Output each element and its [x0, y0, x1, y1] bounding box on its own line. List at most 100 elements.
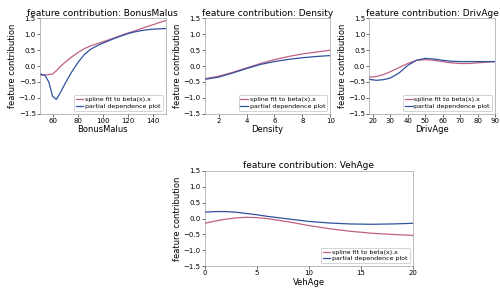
partial dependence plot	[326, 221, 332, 225]
partial dependence plot	[88, 48, 94, 51]
partial dependence plot	[410, 222, 416, 225]
spline fit to beta(x).x	[222, 217, 228, 221]
Y-axis label: feature contribution: feature contribution	[8, 24, 18, 108]
spline fit to beta(x).x	[492, 60, 498, 63]
Line: partial dependence plot: partial dependence plot	[204, 55, 330, 79]
X-axis label: DrivAge: DrivAge	[416, 125, 449, 134]
partial dependence plot	[374, 78, 380, 82]
partial dependence plot	[286, 58, 292, 61]
partial dependence plot	[274, 216, 280, 219]
spline fit to beta(x).x	[258, 62, 264, 65]
spline fit to beta(x).x	[328, 48, 334, 52]
spline fit to beta(x).x	[380, 73, 386, 76]
partial dependence plot	[380, 78, 386, 81]
partial dependence plot	[106, 39, 112, 43]
partial dependence plot	[62, 82, 68, 85]
spline fit to beta(x).x	[396, 66, 402, 69]
spline fit to beta(x).x	[348, 230, 354, 233]
Line: partial dependence plot: partial dependence plot	[204, 211, 412, 224]
partial dependence plot	[42, 74, 48, 77]
partial dependence plot	[46, 80, 52, 84]
partial dependence plot	[131, 30, 137, 34]
spline fit to beta(x).x	[457, 62, 463, 65]
partial dependence plot	[222, 210, 228, 213]
spline fit to beta(x).x	[138, 27, 143, 31]
partial dependence plot	[230, 71, 235, 75]
partial dependence plot	[448, 59, 454, 63]
Y-axis label: feature contribution: feature contribution	[338, 24, 346, 108]
Line: spline fit to beta(x).x: spline fit to beta(x).x	[370, 60, 495, 77]
Title: feature contribution: DrivAge: feature contribution: DrivAge	[366, 9, 498, 17]
spline fit to beta(x).x	[484, 60, 490, 64]
partial dependence plot	[272, 60, 278, 63]
spline fit to beta(x).x	[440, 60, 446, 63]
spline fit to beta(x).x	[448, 61, 454, 65]
partial dependence plot	[368, 222, 374, 226]
partial dependence plot	[112, 36, 118, 40]
spline fit to beta(x).x	[62, 60, 68, 64]
spline fit to beta(x).x	[88, 44, 94, 48]
partial dependence plot	[348, 222, 354, 226]
spline fit to beta(x).x	[112, 35, 118, 39]
spline fit to beta(x).x	[410, 233, 416, 237]
partial dependence plot	[466, 60, 472, 63]
partial dependence plot	[68, 71, 74, 74]
Line: spline fit to beta(x).x: spline fit to beta(x).x	[204, 217, 412, 235]
partial dependence plot	[254, 213, 260, 217]
partial dependence plot	[244, 212, 250, 215]
spline fit to beta(x).x	[131, 29, 137, 33]
partial dependence plot	[366, 77, 372, 81]
partial dependence plot	[50, 94, 56, 98]
spline fit to beta(x).x	[285, 220, 291, 224]
spline fit to beta(x).x	[244, 66, 250, 70]
partial dependence plot	[150, 27, 156, 31]
spline fit to beta(x).x	[50, 72, 56, 76]
spline fit to beta(x).x	[272, 58, 278, 62]
partial dependence plot	[300, 56, 306, 60]
partial dependence plot	[81, 53, 87, 57]
spline fit to beta(x).x	[162, 19, 168, 22]
partial dependence plot	[144, 28, 150, 32]
partial dependence plot	[118, 34, 124, 38]
partial dependence plot	[54, 98, 60, 101]
spline fit to beta(x).x	[106, 38, 112, 42]
partial dependence plot	[264, 215, 270, 218]
Y-axis label: feature contribution: feature contribution	[173, 24, 182, 108]
spline fit to beta(x).x	[274, 218, 280, 222]
spline fit to beta(x).x	[374, 75, 380, 78]
partial dependence plot	[100, 41, 106, 45]
partial dependence plot	[328, 54, 334, 57]
spline fit to beta(x).x	[42, 73, 48, 77]
partial dependence plot	[156, 27, 162, 31]
partial dependence plot	[431, 57, 437, 61]
spline fit to beta(x).x	[233, 216, 239, 220]
spline fit to beta(x).x	[156, 21, 162, 24]
spline fit to beta(x).x	[100, 40, 106, 44]
spline fit to beta(x).x	[57, 65, 63, 69]
partial dependence plot	[404, 64, 410, 67]
spline fit to beta(x).x	[244, 215, 250, 219]
spline fit to beta(x).x	[296, 222, 302, 226]
spline fit to beta(x).x	[314, 50, 320, 54]
spline fit to beta(x).x	[326, 227, 332, 230]
Line: spline fit to beta(x).x: spline fit to beta(x).x	[204, 50, 330, 79]
partial dependence plot	[484, 60, 490, 63]
partial dependence plot	[388, 76, 394, 80]
Title: feature contribution: Density: feature contribution: Density	[202, 9, 333, 17]
spline fit to beta(x).x	[216, 74, 222, 78]
spline fit to beta(x).x	[125, 31, 131, 35]
spline fit to beta(x).x	[466, 62, 472, 65]
partial dependence plot	[233, 210, 239, 214]
Y-axis label: feature contribution: feature contribution	[173, 176, 182, 261]
spline fit to beta(x).x	[230, 71, 235, 74]
spline fit to beta(x).x	[118, 33, 124, 37]
spline fit to beta(x).x	[46, 73, 52, 76]
Legend: spline fit to beta(x).x, partial dependence plot: spline fit to beta(x).x, partial depende…	[403, 95, 492, 110]
X-axis label: BonusMalus: BonusMalus	[78, 125, 128, 134]
spline fit to beta(x).x	[144, 25, 150, 28]
spline fit to beta(x).x	[366, 75, 372, 79]
X-axis label: VehAge: VehAge	[292, 278, 324, 287]
partial dependence plot	[202, 210, 207, 214]
partial dependence plot	[212, 210, 218, 213]
spline fit to beta(x).x	[254, 216, 260, 219]
